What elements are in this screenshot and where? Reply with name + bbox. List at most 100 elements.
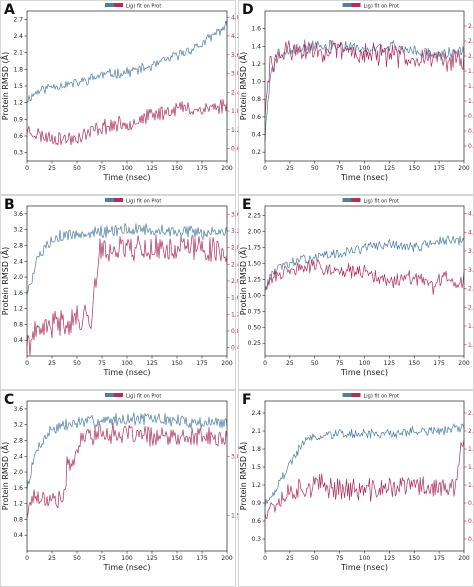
y-left-tick-label: 2.0 [13,469,23,476]
y-left-axis-label: Protein RMSD (Å) [237,247,248,316]
legend-swatch-ligand [114,198,123,202]
x-tick-label: 150 [409,555,421,562]
x-tick-label: 150 [171,165,183,172]
protein-rmsd-line [264,235,465,292]
y-right-tick-label: 2.7 [468,23,474,30]
y-right-tick-label: 0.6 [468,128,474,135]
y-right-tick-label: 0.9 [468,500,474,507]
x-tick-label: 0 [263,555,267,562]
legend: Lig) fit on Prot [342,393,399,400]
x-tick-label: 100 [359,360,371,367]
legend-label: Lig) fit on Prot [364,199,399,205]
x-tick-label: 125 [384,555,396,562]
x-tick-label: 150 [409,360,421,367]
y-left-tick-label: 0.9 [251,500,261,507]
y-right-tick-label: 2.0 [468,304,474,311]
y-left-tick-label: 2.4 [13,33,23,40]
panel-letter: D [242,2,254,18]
y-left-tick-label: 2.1 [13,50,23,57]
protein-rmsd-line [26,412,228,490]
legend: Lig) fit on Prot [105,3,161,10]
panel-a: A 0 25 50 75 100 125 150 175 200 0.3 0.6 0.9 1.2 1.5 1.… [0,0,256,195]
x-tick-label: 175 [433,360,445,367]
legend: Lig) fit on Prot [342,3,399,10]
x-tick-label: 25 [286,165,294,172]
y-left-tick-label: 2.1 [251,428,261,435]
x-tick-label: 75 [336,360,344,367]
x-tick-label: 75 [98,165,106,172]
y-right-tick-label: 2.1 [468,428,474,435]
y-right-tick-label: 0.3 [468,143,474,150]
x-tick-label: 75 [336,165,344,172]
panel-letter: F [242,392,252,408]
y-left-tick-label: 0.50 [248,324,262,331]
x-tick-label: 125 [146,360,158,367]
y-left-tick-label: 2.7 [13,16,23,23]
y-right-tick-label: 2.8 [231,245,241,252]
x-tick-label: 175 [433,165,445,172]
y-right-tick-label: 1.8 [468,446,474,453]
y-left-tick-label: 3.6 [13,211,23,218]
y-right-tick-label: 1.8 [468,68,474,75]
y-right-tick-label: 1.6 [231,295,241,302]
y-left-tick-label: 2.0 [13,274,23,281]
y-right-tick-label: 2.4 [468,38,474,45]
legend-swatch-protein [105,198,114,202]
x-tick-label: 200 [221,360,233,367]
y-left-tick-label: 1.00 [248,292,262,299]
y-left-tick-label: 0.8 [13,516,23,523]
ligand-rmsd-line [264,259,465,295]
panel-f: F 0 25 50 75 100 125 150 175 200 0.3 0.6 0.9 1.2 1.5 1.… [237,390,474,587]
ligand-rmsd-line [26,99,228,146]
y-left-tick-label: 0.4 [251,132,261,139]
y-left-tick-label: 0.6 [251,114,261,121]
x-tick-label: 25 [48,360,56,367]
x-tick-label: 125 [384,360,396,367]
x-tick-label: 50 [73,555,81,562]
y-left-tick-label: 0.6 [13,133,23,140]
y-left-tick-label: 3.2 [13,227,23,234]
y-left-tick-label: 2.4 [13,453,23,460]
panel-frame [0,0,236,195]
y-right-tick-label: 2.1 [468,53,474,60]
legend-label: Lig) fit on Prot [126,199,161,205]
y-right-tick-label: 1.2 [468,482,474,489]
y-left-tick-label: 3.2 [13,422,23,429]
y-left-tick-label: 2.25 [248,213,262,220]
ligand-rmsd-line [264,39,465,119]
y-right-tick-label: 3.0 [231,453,241,460]
y-left-tick-label: 0.4 [13,532,23,539]
x-tick-label: 75 [98,555,106,562]
panel-frame [238,0,474,195]
x-tick-label: 100 [121,360,133,367]
y-left-tick-label: 2.4 [13,258,23,265]
y-left-tick-label: 1.25 [248,276,262,283]
x-axis-label: Time (nsec) [103,173,151,182]
x-axis-label: Time (nsec) [340,173,388,182]
y-right-tick-label: 1.0 [468,342,474,349]
panel-c: C 0 25 50 75 100 125 150 175 200 0.4 0.8 1.2 1.6 2.0 2.… [0,390,256,587]
y-left-tick-label: 0.8 [251,96,261,103]
protein-rmsd-line [264,423,465,507]
y-left-tick-label: 0.3 [13,150,23,157]
y-right-tick-label: 1.2 [231,127,241,134]
y-left-axis-label: Protein RMSD (Å) [237,442,248,511]
x-tick-label: 125 [384,165,396,172]
y-left-tick-label: 1.5 [251,464,261,471]
y-right-tick-label: 4.8 [231,14,241,21]
x-tick-label: 200 [458,165,470,172]
x-tick-label: 50 [311,555,319,562]
ligand-rmsd-line [26,422,228,519]
y-right-tick-label: 1.5 [468,323,474,330]
y-left-tick-label: 0.25 [248,340,262,347]
legend-swatch-protein [342,198,352,202]
y-left-tick-label: 0.3 [251,536,261,543]
x-tick-label: 25 [286,555,294,562]
y-right-tick-label: 0.6 [468,518,474,525]
y-right-tick-label: 0.6 [231,146,241,153]
x-axis-label: Time (nsec) [103,563,151,572]
y-left-tick-label: 0.2 [251,149,261,156]
panel-letter: C [4,392,14,408]
protein-rmsd-line [26,222,228,296]
